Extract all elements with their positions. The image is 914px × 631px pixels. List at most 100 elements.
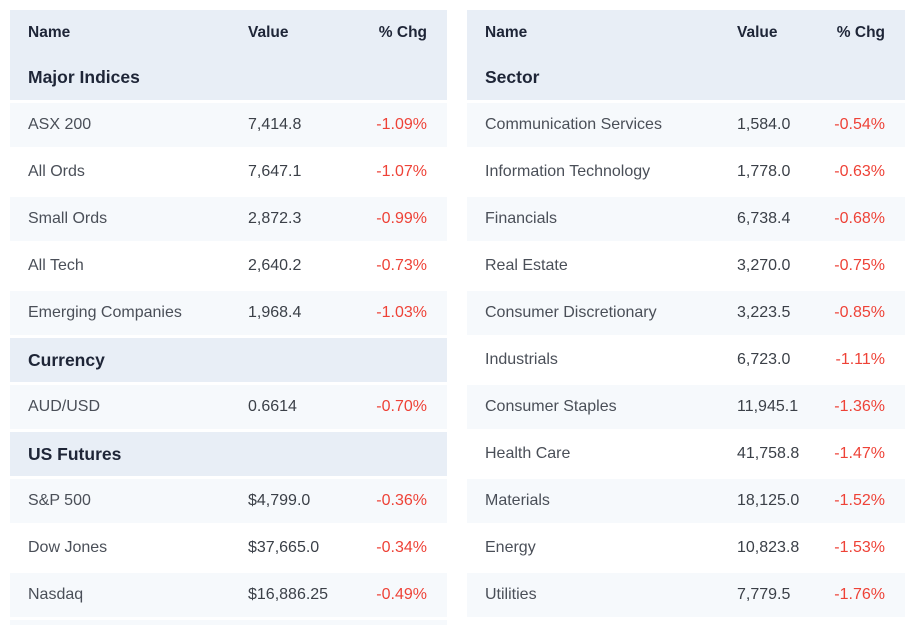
table-row[interactable]: Energy 10,823.8 -1.53% (467, 523, 905, 570)
partial-next-row (10, 617, 447, 625)
sector-table: Name Value % Chg Sector Communication Se… (467, 10, 905, 625)
instrument-name: Financials (485, 210, 558, 227)
column-header-name: Name (28, 23, 71, 41)
pct-change: -0.49% (376, 586, 427, 603)
instrument-name: Materials (485, 492, 550, 509)
section-title: Major Indices (28, 67, 140, 87)
instrument-name: Utilities (485, 586, 537, 603)
column-header-name: Name (485, 23, 528, 41)
table-row[interactable]: All Tech 2,640.2 -0.73% (10, 241, 447, 288)
table-body: Communication Services 1,584.0 -0.54% Infor… (467, 100, 905, 617)
instrument-value: 1,778.0 (737, 163, 791, 180)
section-header-major-indices: Major Indices (10, 55, 447, 100)
table-row[interactable]: Emerging Companies 1,968.4 -1.03% (10, 288, 447, 335)
instrument-name: Health Care (485, 445, 571, 462)
section-header-sector: Sector (467, 55, 905, 100)
pct-change: -1.76% (834, 586, 885, 603)
instrument-value: $37,665.0 (248, 539, 320, 556)
table-row[interactable]: Utilities 7,779.5 -1.76% (467, 570, 905, 617)
instrument-name: Nasdaq (28, 586, 84, 603)
pct-change: -0.34% (376, 539, 427, 556)
pct-change: -0.73% (376, 257, 427, 274)
column-header-row: Name Value % Chg (10, 10, 447, 55)
table-row[interactable]: All Ords 7,647.1 -1.07% (10, 147, 447, 194)
table-row[interactable]: Dow Jones $37,665.0 -0.34% (10, 523, 447, 570)
pct-change: -1.11% (835, 351, 885, 368)
table-row[interactable]: ASX 200 7,414.8 -1.09% (10, 100, 447, 147)
instrument-value: 0.6614 (248, 398, 297, 415)
instrument-value: 10,823.8 (737, 539, 800, 556)
instrument-value: 6,723.0 (737, 351, 791, 368)
instrument-value: $4,799.0 (248, 492, 311, 509)
table-row[interactable]: Health Care 41,758.8 -1.47% (467, 429, 905, 476)
column-header-pct-chg: % Chg (378, 23, 427, 41)
table-row[interactable]: Consumer Discretionary 3,223.5 -0.85% (467, 288, 905, 335)
instrument-value: 41,758.8 (737, 445, 800, 462)
instrument-value: 11,945.1 (737, 398, 799, 415)
table-row[interactable]: Financials 6,738.4 -0.68% (467, 194, 905, 241)
section-header-currency: Currency (10, 335, 447, 382)
instrument-name: Industrials (485, 351, 558, 368)
pct-change: -0.36% (376, 492, 427, 509)
instrument-name: AUD/USD (28, 398, 101, 415)
instrument-name: S&P 500 (28, 492, 91, 509)
instrument-value: 2,640.2 (248, 257, 302, 274)
pct-change: -1.53% (834, 539, 885, 556)
instrument-name: All Tech (28, 257, 84, 274)
pct-change: -0.63% (834, 163, 885, 180)
pct-change: -0.54% (834, 116, 885, 133)
pct-change: -1.36% (834, 398, 885, 415)
instrument-name: Dow Jones (28, 539, 108, 556)
table-row[interactable]: Nasdaq $16,886.25 -0.49% (10, 570, 447, 617)
section-title: Currency (28, 349, 105, 370)
instrument-name: Communication Services (485, 116, 662, 133)
table-row[interactable]: Industrials 6,723.0 -1.11% (467, 335, 905, 382)
pct-change: -1.09% (376, 116, 427, 133)
instrument-name: Energy (485, 539, 536, 556)
pct-change: -0.99% (376, 210, 427, 227)
pct-change: -0.75% (834, 257, 885, 274)
table-row[interactable]: AUD/USD 0.6614 -0.70% (10, 382, 447, 429)
section-header-us-futures: US Futures (10, 429, 447, 476)
column-header-row: Name Value % Chg (467, 10, 905, 55)
instrument-name: Consumer Discretionary (485, 304, 657, 321)
instrument-value: 18,125.0 (737, 492, 800, 509)
instrument-name: ASX 200 (28, 116, 92, 133)
table-row[interactable]: Information Technology 1,778.0 -0.63% (467, 147, 905, 194)
pct-change: -1.47% (834, 445, 885, 462)
pct-change: -1.03% (376, 304, 427, 321)
table-row[interactable]: S&P 500 $4,799.0 -0.36% (10, 476, 447, 523)
instrument-value: 3,223.5 (737, 304, 791, 321)
column-header-value: Value (248, 23, 289, 41)
instrument-name: Emerging Companies (28, 304, 182, 321)
table-row[interactable]: Communication Services 1,584.0 -0.54% (467, 100, 905, 147)
instrument-name: Small Ords (28, 210, 108, 227)
instrument-name: All Ords (28, 163, 85, 180)
instrument-name: Information Technology (485, 163, 651, 180)
table-row[interactable]: Consumer Staples 11,945.1 -1.36% (467, 382, 905, 429)
section-title: US Futures (28, 443, 122, 464)
table-body: ASX 200 7,414.8 -1.09% All Ords 7,647.1 -1.07… (10, 100, 447, 617)
column-header-value: Value (737, 23, 778, 41)
instrument-name: Real Estate (485, 257, 568, 274)
pct-change: -1.52% (834, 492, 885, 509)
pct-change: -0.68% (834, 210, 885, 227)
table-row[interactable]: Real Estate 3,270.0 -0.75% (467, 241, 905, 288)
instrument-value: 1,584.0 (737, 116, 791, 133)
instrument-value: 3,270.0 (737, 257, 791, 274)
instrument-value: 6,738.4 (737, 210, 791, 227)
market-summary-table: Name Value % Chg Major Indices ASX 200 7,… (10, 10, 447, 625)
instrument-value: 7,647.1 (248, 163, 302, 180)
instrument-name: Consumer Staples (485, 398, 617, 415)
section-title: Sector (485, 67, 540, 87)
column-header-pct-chg: % Chg (836, 23, 885, 41)
table-row[interactable]: Small Ords 2,872.3 -0.99% (10, 194, 447, 241)
instrument-value: 1,968.4 (248, 304, 302, 321)
pct-change: -1.07% (376, 163, 427, 180)
instrument-value: $16,886.25 (248, 586, 329, 603)
pct-change: -0.70% (376, 398, 427, 415)
table-row[interactable]: Materials 18,125.0 -1.52% (467, 476, 905, 523)
instrument-value: 2,872.3 (248, 210, 302, 227)
